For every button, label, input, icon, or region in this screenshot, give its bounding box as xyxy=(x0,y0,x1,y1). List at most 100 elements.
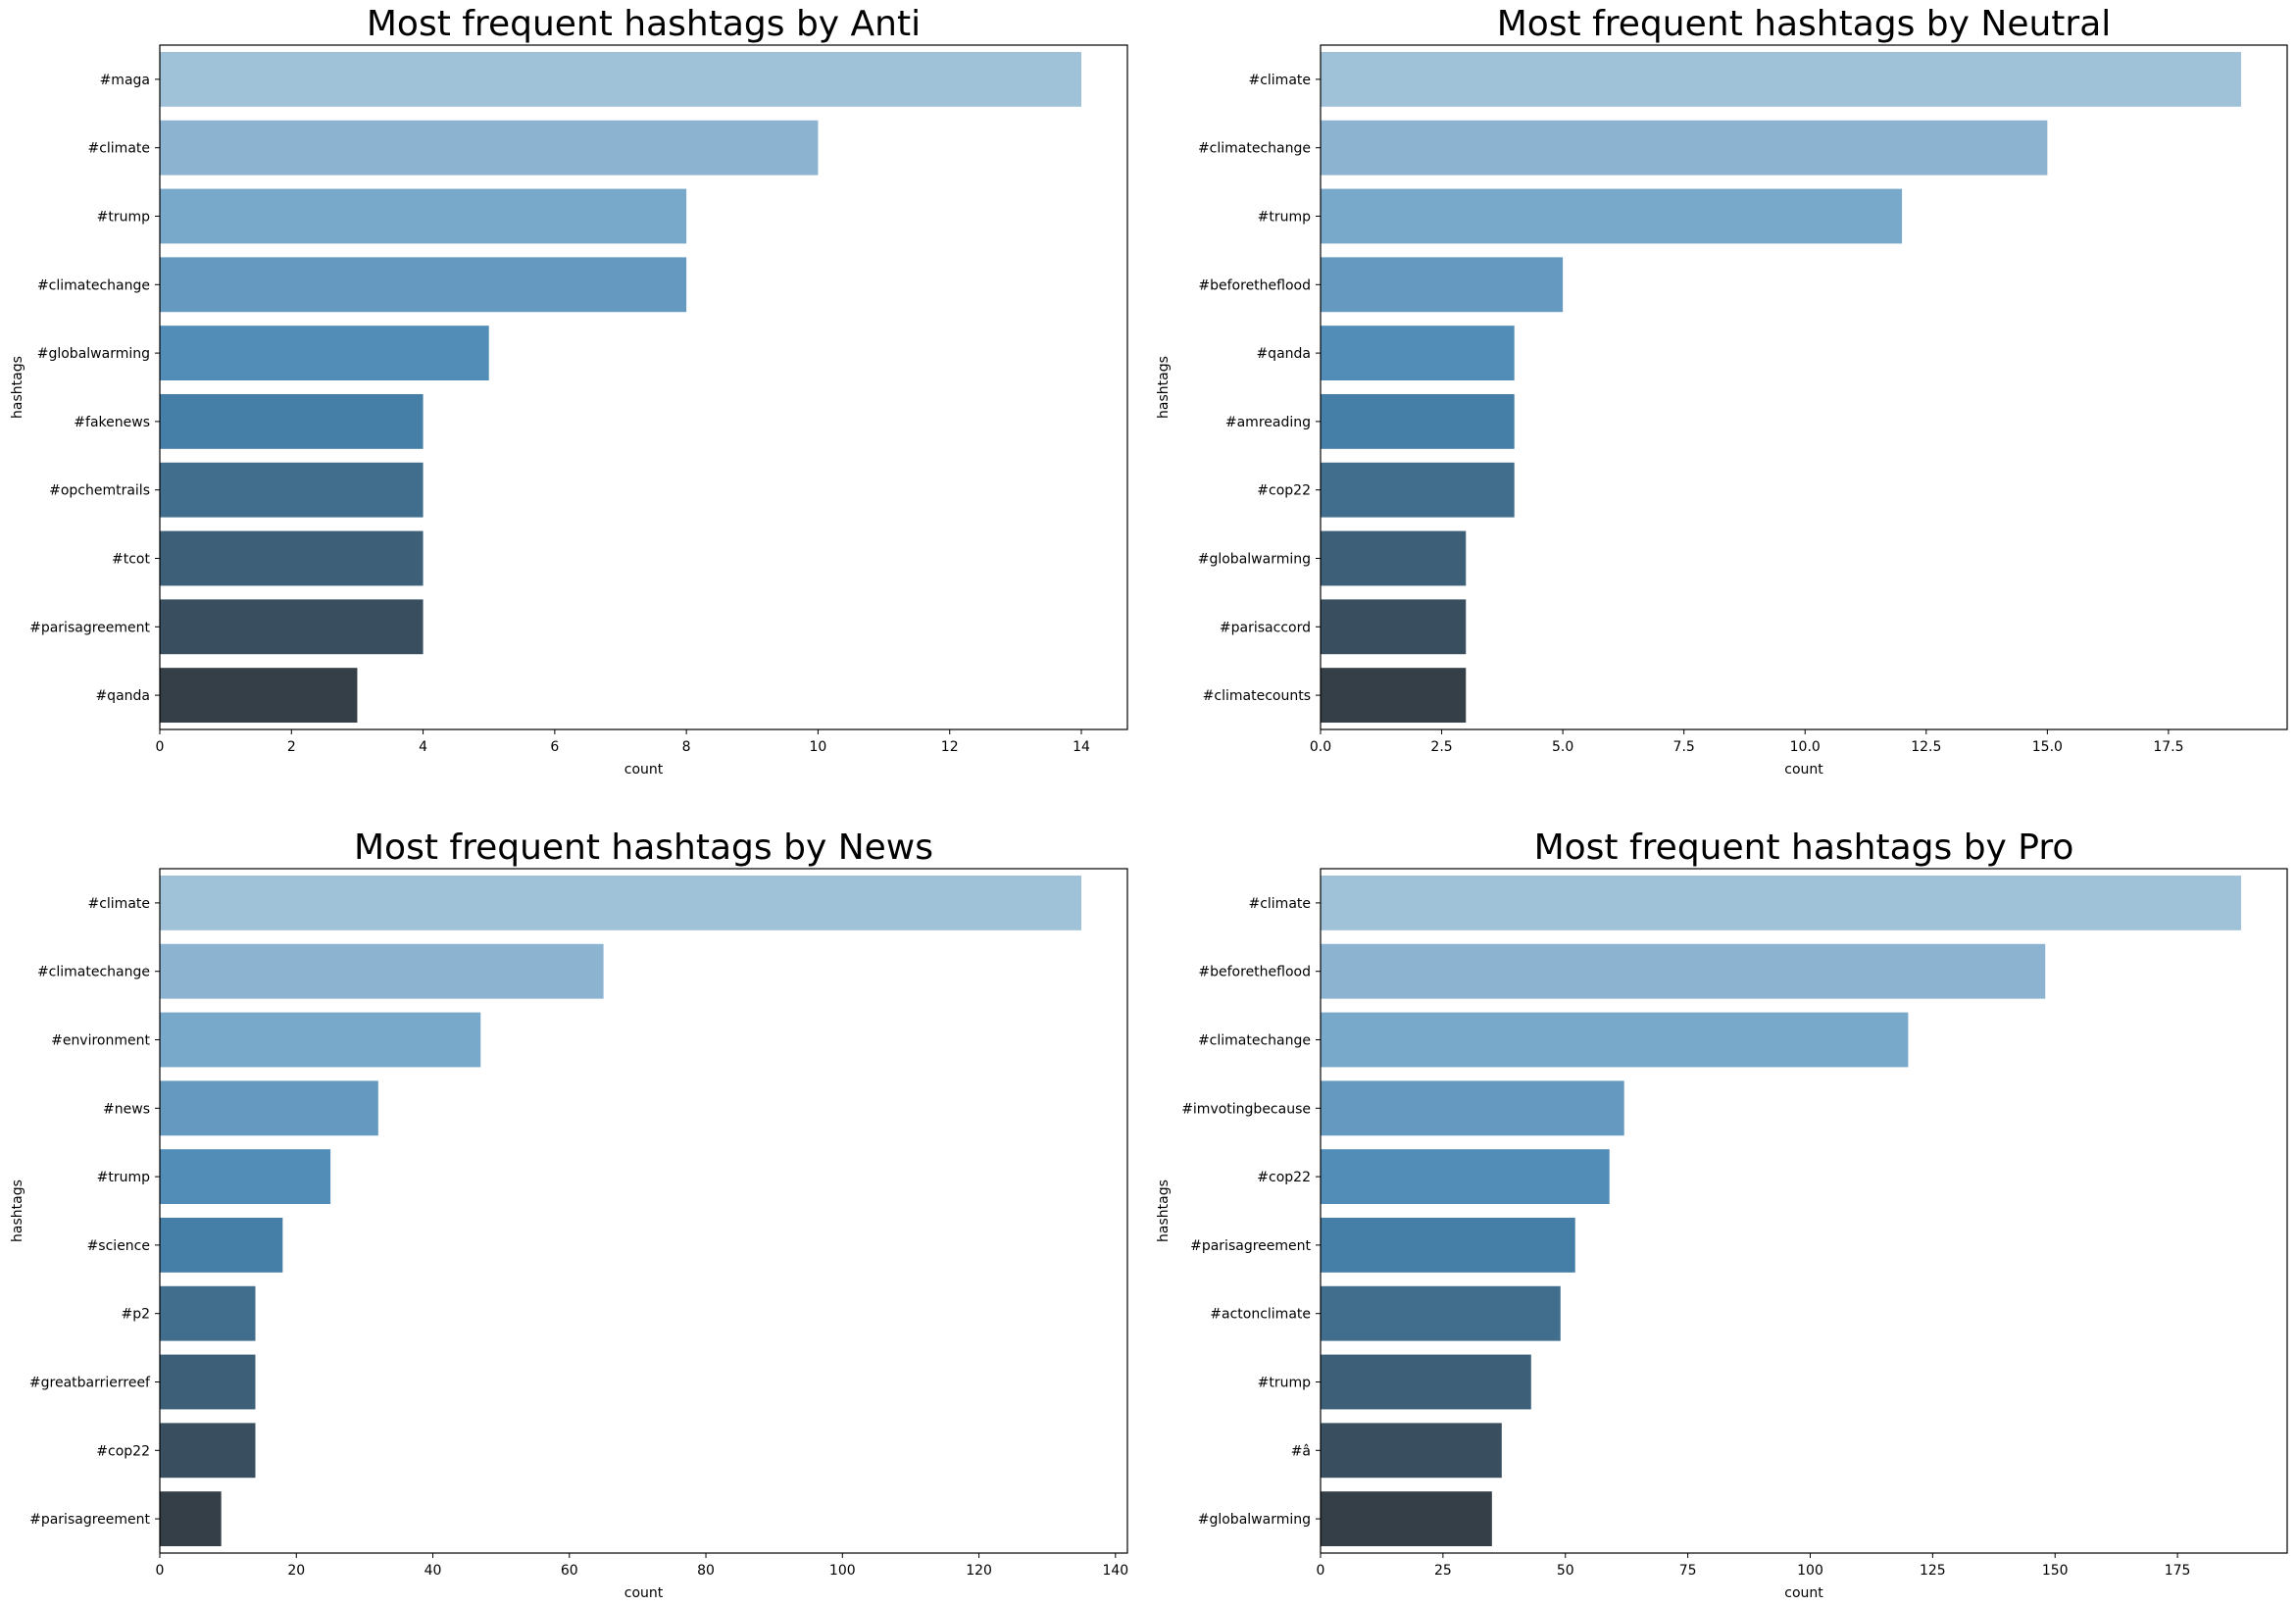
bar-climatechange xyxy=(1321,120,2048,176)
y-tick-label: #climate xyxy=(1248,896,1311,912)
y-tick-label: #imvotingbecause xyxy=(1181,1101,1311,1117)
bar-climatechange xyxy=(1321,1012,1909,1068)
bar-trump xyxy=(1321,1354,1531,1410)
x-tick-label: 17.5 xyxy=(2153,739,2183,755)
bar-parisagreement xyxy=(160,599,424,655)
chart-title: Most frequent hashtags by Neutral xyxy=(1497,4,2112,44)
y-axis-label: hashtags xyxy=(10,356,25,419)
x-axis-label: count xyxy=(624,762,664,778)
bar-actonclimate xyxy=(1321,1285,1561,1341)
bar-news xyxy=(160,1080,378,1136)
x-tick-label: 7.5 xyxy=(1673,739,1695,755)
x-tick-label: 125 xyxy=(1920,1563,1946,1579)
y-tick-label: #fakenews xyxy=(74,415,150,430)
bar-globalwarming xyxy=(1321,530,1467,586)
bar-climate xyxy=(1321,51,2242,107)
chart-title: Most frequent hashtags by Pro xyxy=(1534,828,2074,868)
y-tick-label: #beforetheflood xyxy=(1198,277,1311,293)
bar-opchemtrails xyxy=(160,462,424,518)
y-axis-label: hashtags xyxy=(10,1179,25,1242)
y-tick-label: #opchemtrails xyxy=(49,483,150,499)
y-tick-label: #news xyxy=(103,1101,150,1117)
x-tick-label: 20 xyxy=(287,1563,305,1579)
axes-frame xyxy=(159,44,1128,730)
bar-parisagreement xyxy=(1321,1217,1575,1273)
y-tick-label: #parisagreement xyxy=(1190,1238,1311,1254)
x-tick-label: 8 xyxy=(682,739,691,755)
axes-frame xyxy=(1320,868,2288,1554)
y-tick-label: #actonclimate xyxy=(1210,1307,1311,1323)
x-tick-label: 2 xyxy=(287,739,296,755)
y-tick-label: #climatechange xyxy=(1198,1033,1311,1049)
bar-qanda xyxy=(160,668,358,724)
bar-amreading xyxy=(1321,393,1515,449)
bar-parisagreement xyxy=(160,1491,222,1547)
y-tick-label: #globalwarming xyxy=(1198,552,1311,568)
bar-cop22 xyxy=(1321,462,1515,518)
y-tick-label: #environment xyxy=(51,1033,150,1049)
y-tick-label: #globalwarming xyxy=(1198,1512,1311,1528)
x-tick-label: 10 xyxy=(810,739,827,755)
x-tick-label: 100 xyxy=(1797,1563,1823,1579)
bar-trump xyxy=(1321,188,1903,244)
y-tick-label: #climatechange xyxy=(37,965,150,980)
x-tick-label: 2.5 xyxy=(1430,739,1452,755)
x-axis-label: count xyxy=(1784,762,1823,778)
x-tick-label: 140 xyxy=(1102,1563,1128,1579)
bar-globalwarming xyxy=(160,326,489,381)
axes-frame xyxy=(1320,44,2288,730)
y-tick-label: #parisagreement xyxy=(29,1512,150,1528)
bar-greatbarrierreef xyxy=(160,1354,256,1410)
x-tick-label: 60 xyxy=(561,1563,578,1579)
x-axis-label: count xyxy=(624,1585,664,1601)
y-tick-label: #science xyxy=(87,1238,150,1254)
chart-panel-1: #maga #climate #trump #climatechange #global… xyxy=(10,4,1128,778)
bar-imvotingbecause xyxy=(1321,1080,1624,1136)
x-tick-label: 0 xyxy=(156,1563,165,1579)
y-tick-label: #climatechange xyxy=(1198,141,1311,157)
x-tick-label: 12.5 xyxy=(1911,739,1941,755)
y-tick-label: #greatbarrierreef xyxy=(29,1376,151,1391)
x-tick-label: 100 xyxy=(829,1563,856,1579)
chart-panel-3: #climate #climatechange #environment #news #… xyxy=(10,828,1128,1601)
y-tick-label: #climate xyxy=(1248,73,1311,88)
x-tick-label: 0 xyxy=(156,739,165,755)
bar-climate xyxy=(160,875,1081,930)
x-tick-label: 75 xyxy=(1679,1563,1697,1579)
bar-cop22 xyxy=(160,1423,256,1479)
y-tick-label: #â xyxy=(1291,1443,1311,1459)
x-tick-label: 6 xyxy=(550,739,559,755)
bar-science xyxy=(160,1217,283,1273)
x-tick-label: 10.0 xyxy=(1790,739,1821,755)
bar-p2 xyxy=(160,1285,256,1341)
bar-parisaccord xyxy=(1321,599,1467,655)
bar-globalwarming xyxy=(1321,1491,1492,1547)
bar-beforetheflood xyxy=(1321,257,1564,313)
y-tick-label: #cop22 xyxy=(1257,483,1311,499)
y-tick-label: #climate xyxy=(87,896,150,912)
bar-trump xyxy=(160,188,687,244)
bar-maga xyxy=(160,51,1081,107)
x-tick-label: 40 xyxy=(424,1563,442,1579)
x-tick-label: 175 xyxy=(2165,1563,2191,1579)
y-tick-label: #trump xyxy=(1258,1376,1311,1391)
bar-climatechange xyxy=(160,943,604,999)
y-tick-label: #beforetheflood xyxy=(1198,965,1311,980)
bar-environment xyxy=(160,1012,481,1068)
y-tick-label: #tcot xyxy=(112,552,150,568)
y-tick-label: #climate xyxy=(87,141,150,157)
x-tick-label: 0.0 xyxy=(1310,739,1331,755)
bar-qanda xyxy=(1321,326,1515,381)
x-tick-label: 120 xyxy=(966,1563,992,1579)
chart-title: Most frequent hashtags by Anti xyxy=(367,4,921,44)
x-tick-label: 12 xyxy=(941,739,959,755)
bar-climate xyxy=(160,120,819,176)
y-axis-label: hashtags xyxy=(1156,1179,1172,1242)
bar-fakenews xyxy=(160,393,424,449)
x-tick-label: 14 xyxy=(1073,739,1090,755)
y-tick-label: #p2 xyxy=(121,1307,150,1323)
bar-climate xyxy=(1321,875,2242,930)
y-tick-label: #parisagreement xyxy=(29,620,150,635)
y-tick-label: #trump xyxy=(1258,210,1311,226)
y-tick-label: #qanda xyxy=(1256,346,1311,362)
